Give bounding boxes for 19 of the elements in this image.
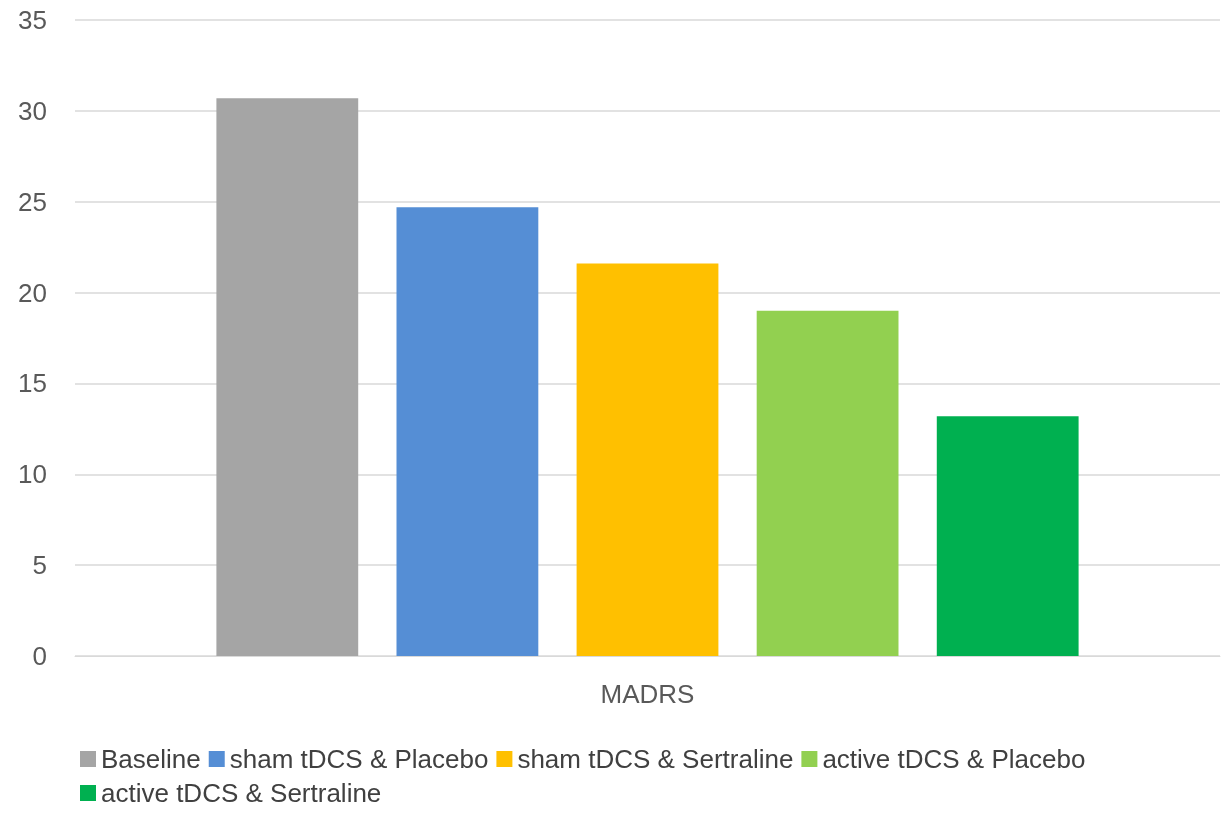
y-tick-label: 5 bbox=[32, 550, 47, 581]
bar bbox=[756, 310, 899, 656]
legend-label: active tDCS & Sertraline bbox=[101, 778, 382, 808]
y-tick-label: 35 bbox=[18, 5, 47, 35]
legend-label: Baseline bbox=[101, 744, 201, 774]
y-tick-label: 30 bbox=[18, 95, 47, 126]
y-tick-label: 10 bbox=[18, 459, 47, 490]
bar bbox=[396, 207, 539, 656]
bar bbox=[576, 263, 719, 656]
y-tick-label: 15 bbox=[18, 368, 47, 399]
y-tick-label: 25 bbox=[18, 186, 47, 217]
bar bbox=[216, 98, 359, 656]
legend-label: active tDCS & Placebo bbox=[822, 744, 1086, 774]
y-tick-label: 20 bbox=[18, 277, 47, 308]
bar bbox=[936, 416, 1079, 656]
legend-label: sham tDCS & Sertraline bbox=[517, 744, 794, 774]
legend-label: sham tDCS & Placebo bbox=[229, 744, 489, 774]
x-tick-label: MADRS bbox=[600, 679, 695, 709]
y-tick-label: 0 bbox=[32, 641, 47, 671]
